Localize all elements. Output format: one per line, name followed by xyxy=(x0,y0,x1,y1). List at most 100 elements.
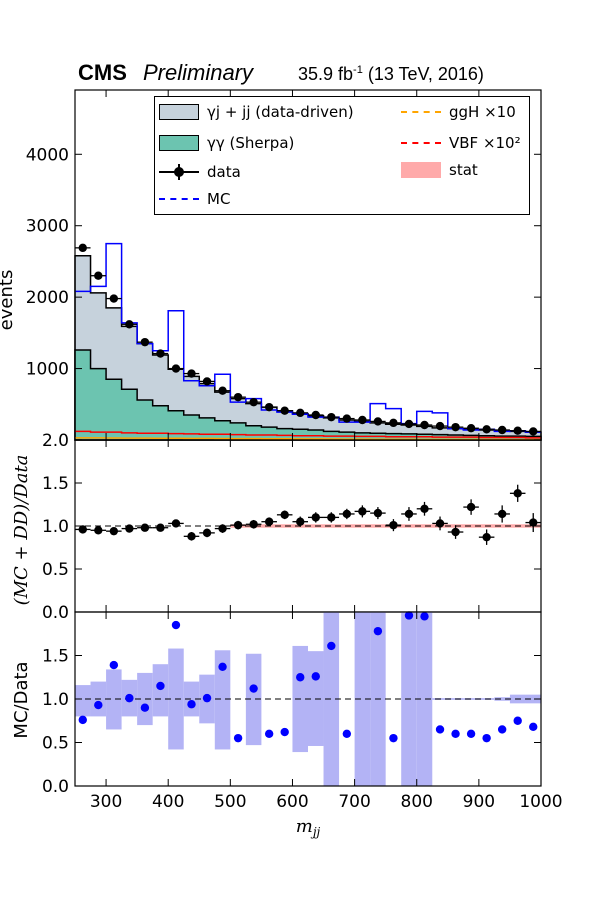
legend-entry-data: data xyxy=(159,163,241,181)
data-point xyxy=(218,386,227,395)
ratio-point xyxy=(125,524,134,533)
mc-ratio-point xyxy=(529,722,538,732)
bot-axis-xtick-label: 600 xyxy=(276,792,308,812)
bottom-xlabel: mjj xyxy=(296,816,321,839)
status-label: Preliminary xyxy=(143,60,254,85)
legend-label-vbf: VBF ×10² xyxy=(449,134,521,152)
ratio-point xyxy=(497,509,507,519)
bot-axis-xtick-label: 900 xyxy=(463,792,495,812)
chart-legend: γj + jj (data-driven) γγ (Sherpa) data M… xyxy=(154,96,530,215)
ratio-point xyxy=(233,520,243,530)
data-point xyxy=(280,406,289,415)
bot-ylabel: MC/Data xyxy=(11,661,32,738)
legend-swatch-gamma-jets xyxy=(159,104,199,120)
data-point xyxy=(140,337,150,347)
legend-entry-vbf: VBF ×10² xyxy=(401,134,521,152)
ratio-point xyxy=(109,526,119,536)
mid-axis-ytick-label: 1.5 xyxy=(42,474,69,494)
bot-axis-ytick-label: 0.5 xyxy=(42,734,69,754)
legend-label-data: data xyxy=(207,163,241,181)
data-point xyxy=(233,392,243,402)
bot-axis-xtick-label: 1000 xyxy=(519,792,562,812)
legend-swatch-stat xyxy=(401,162,441,178)
mc-ratio-point xyxy=(125,693,134,703)
legend-label-gamma-jets: γj + jj (data-driven) xyxy=(207,103,354,121)
mc-uncertainty-band xyxy=(354,612,371,786)
data-point xyxy=(404,419,414,429)
ratio-point xyxy=(466,502,476,512)
data-point xyxy=(249,397,258,407)
ratio-point xyxy=(280,510,289,520)
mc-uncertainty-band xyxy=(183,681,200,717)
bot-axis-ytick-label: 1.0 xyxy=(42,690,69,710)
ratio-point xyxy=(94,526,103,535)
data-point xyxy=(389,418,398,428)
mc-ratio-point xyxy=(466,729,476,738)
mc-uncertainty-band xyxy=(463,698,479,700)
legend-label-mc: MC xyxy=(207,190,231,208)
mc-ratio-point xyxy=(420,612,429,621)
ratio-point xyxy=(482,532,491,542)
mc-ratio-point xyxy=(233,733,243,743)
mc-uncertainty-band xyxy=(214,650,231,750)
mc-uncertainty-band xyxy=(152,664,169,717)
lumi-energy-year: (13 TeV, 2016) xyxy=(362,64,484,84)
mid-axis-ytick-label: 0.5 xyxy=(42,560,69,580)
data-point xyxy=(451,422,460,432)
mc-uncertainty-band xyxy=(106,669,122,730)
data-point xyxy=(420,420,429,430)
ratio-point xyxy=(451,527,460,537)
mc-uncertainty-band xyxy=(525,694,541,704)
ratio-point xyxy=(404,509,414,519)
legend-entry-gamma-gamma: γγ (Sherpa) xyxy=(159,134,294,152)
mc-ratio-point xyxy=(94,700,103,710)
legend-swatch-data xyxy=(159,164,199,180)
mc-ratio-point xyxy=(202,693,212,703)
data-point xyxy=(311,410,320,420)
ratio-point xyxy=(296,517,305,526)
legend-swatch-gamma-gamma xyxy=(159,135,199,151)
mc-ratio-point xyxy=(140,703,150,712)
mc-uncertainty-band xyxy=(416,612,433,786)
mc-ratio-point xyxy=(296,673,305,682)
mc-ratio-point xyxy=(342,729,352,738)
ratio-point xyxy=(529,518,538,527)
mc-ratio-point xyxy=(327,641,336,651)
data-point xyxy=(373,417,383,426)
ratio-point xyxy=(264,517,274,526)
mc-uncertainty-band xyxy=(494,697,510,701)
legend-label-gamma-gamma: γγ (Sherpa) xyxy=(207,134,295,152)
bottom-panel-ratio-mc: 0.0 0.5 1.0 1.5 300 400 500 600 700 800 900 1000 xyxy=(42,611,563,812)
ratio-point xyxy=(358,507,367,516)
mid-ylabel: (MC + DD)/Data xyxy=(11,455,32,606)
data-point xyxy=(327,412,336,422)
bot-axis-xtick-label: 500 xyxy=(214,792,246,812)
bot-axis-xtick-label: 300 xyxy=(90,792,122,812)
axes-labels: events (MC + DD)/Data MC/Data mjj xyxy=(0,270,321,839)
mc-ratio-point xyxy=(451,729,460,738)
legend-entry-ggh: ggH ×10 xyxy=(401,103,516,121)
top-axis-ytick-label: 4000 xyxy=(26,145,69,165)
stack-gamma-gamma-fill xyxy=(74,349,542,441)
mc-ratio-point xyxy=(109,660,119,670)
mc-ratio-point xyxy=(78,715,87,725)
ratio-point xyxy=(420,504,429,513)
ratio-point xyxy=(373,508,383,518)
ratio-point xyxy=(513,489,522,498)
ratio-point xyxy=(311,513,320,522)
data-point xyxy=(513,426,522,435)
mc-ratio-point xyxy=(513,716,522,725)
data-point xyxy=(125,320,134,329)
ratio-point xyxy=(140,523,150,532)
mc-ratio-point xyxy=(187,700,196,709)
bot-axis-ytick-label: 0.0 xyxy=(42,777,69,797)
ratio-point xyxy=(202,528,212,538)
middle-panel-ratio-mc-dd: 0.0 0.5 1.0 1.5 xyxy=(42,439,542,623)
mc-ratio-point xyxy=(280,727,289,737)
data-point xyxy=(435,421,445,431)
ratio-point xyxy=(342,509,352,519)
top-axis-ytick-label: 2.0 xyxy=(42,431,69,451)
mc-uncertainty-band xyxy=(75,685,91,717)
mc-ratio-point xyxy=(171,620,181,630)
